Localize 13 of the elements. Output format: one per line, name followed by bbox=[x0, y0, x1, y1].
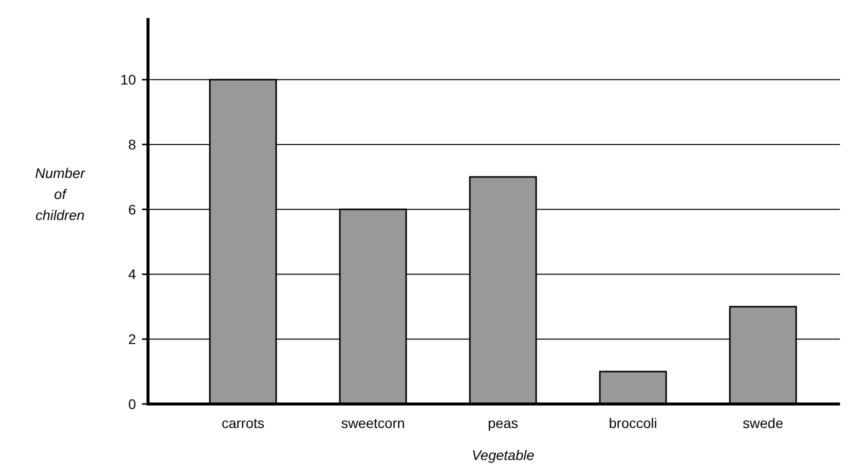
x-tick-label: broccoli bbox=[608, 415, 658, 431]
y-tick-label: 6 bbox=[128, 201, 136, 218]
x-tick-label: carrots bbox=[222, 415, 264, 431]
x-tick-label: sweetcorn bbox=[341, 415, 405, 431]
y-tick-label: 10 bbox=[120, 72, 136, 88]
x-tick-label: peas bbox=[488, 415, 518, 431]
y-tick-label: 8 bbox=[128, 136, 136, 152]
y-tick-label: 2 bbox=[128, 331, 136, 348]
x-tick-label: swede bbox=[742, 415, 784, 431]
y-tick-label: 4 bbox=[128, 266, 136, 282]
x-axis-title: Vegetable bbox=[472, 447, 534, 463]
y-tick-label: 0 bbox=[128, 396, 136, 412]
y-axis-title: Number of children bbox=[35, 165, 86, 223]
